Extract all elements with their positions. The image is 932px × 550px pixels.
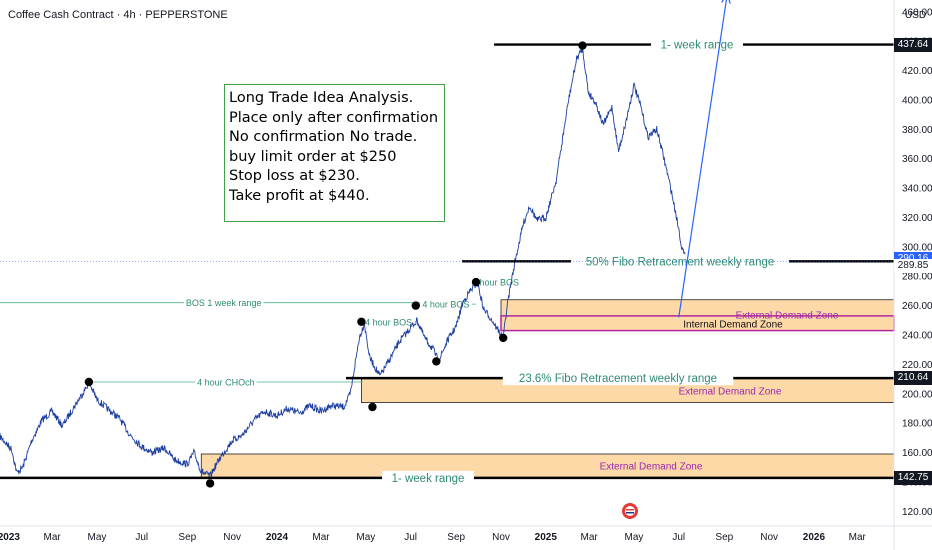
projection <box>678 0 731 318</box>
y-axis[interactable]: 120.00140.00160.00180.00200.00220.00240.… <box>893 0 932 550</box>
y-tick-label: 160.00 <box>902 448 932 459</box>
demand-zones: External Demand Zone Internal Demand Zone… <box>200 299 895 478</box>
external-demand-zone <box>200 453 895 478</box>
y-tick-label: 420.00 <box>902 66 932 77</box>
event-icon[interactable] <box>622 503 638 519</box>
x-tick-label: Jul <box>135 532 148 543</box>
x-tick-label: Sep <box>447 532 465 543</box>
key-level-label: 1- week range <box>661 40 734 52</box>
y-tick-label: 460.00 <box>902 7 932 18</box>
key-level-label-bg <box>571 254 789 269</box>
note-line: Place only after confirmation <box>229 109 439 126</box>
y-tick-label: 320.00 <box>902 213 932 224</box>
swing-points <box>84 41 587 488</box>
event-badge-stripe <box>626 512 634 514</box>
structure-label: 4 hour BOS <box>472 278 519 288</box>
x-tick-label: Nov <box>223 532 241 543</box>
structure-label: 4 hour CHOch <box>197 378 255 388</box>
structure-label-bg <box>362 315 415 328</box>
x-tick-label: May <box>625 532 644 543</box>
y-tick-label: 260.00 <box>902 301 932 312</box>
structure-label: 4 hour BOS <box>422 300 469 310</box>
key-levels: 1- week range 50% Fibo Retracement weekly… <box>0 37 894 485</box>
x-tick-label: Mar <box>581 532 599 543</box>
y-tick-label: 220.00 <box>902 360 932 371</box>
note-line: No confirmation No trade. <box>229 129 418 145</box>
x-tick-label: May <box>88 532 107 543</box>
swing-point[interactable] <box>432 357 441 366</box>
key-level-label-bg <box>502 371 734 386</box>
x-tick-label: 2024 <box>266 532 289 543</box>
note-line: Take profit at $440. <box>229 187 370 204</box>
x-tick-label: Jul <box>404 532 417 543</box>
event-badge-stripe <box>626 509 634 511</box>
structure-label-bg <box>419 298 472 311</box>
price-line <box>0 46 686 478</box>
swing-point[interactable] <box>498 333 508 343</box>
structure-label: BOS 1 week range <box>186 298 262 308</box>
y-tick-label: 340.00 <box>902 184 932 195</box>
note-line: Long Trade Idea Analysis. <box>229 90 414 106</box>
key-level-label: 1- week range <box>392 473 465 485</box>
x-tick-label: Nov <box>760 532 778 543</box>
key-level-label: 50% Fibo Retracement weekly range <box>586 256 775 268</box>
internal-zone-label: Internal Demand Zone <box>683 320 783 331</box>
x-tick-label: 2026 <box>803 532 826 543</box>
structure-label-bg <box>469 276 522 289</box>
price-level-label: 437.64 <box>894 37 932 52</box>
x-tick-label: Mar <box>312 532 330 543</box>
chart-title: Coffee Cash Contract · 4h · PEPPERSTONE <box>8 9 228 21</box>
external-zone-label: External Demand Zone <box>600 462 703 473</box>
price-level-label: 210.64 <box>894 371 932 386</box>
structure-label-bg <box>195 376 257 389</box>
x-tick-label: Jul <box>672 532 685 543</box>
y-tick-label: 280.00 <box>902 272 932 283</box>
structure-label-bg <box>183 296 264 309</box>
note-line: buy limit order at $250 <box>229 148 397 165</box>
trade-idea-note[interactable]: Long Trade Idea Analysis. Place only aft… <box>224 84 445 222</box>
y-tick-label: 180.00 <box>902 419 932 430</box>
structure-label: 4 hour BOS <box>365 317 412 327</box>
y-tick-label: 300.00 <box>902 242 932 253</box>
price-level-label: 142.75 <box>894 470 932 485</box>
swing-point[interactable] <box>205 479 215 488</box>
x-tick-label: 2025 <box>535 532 558 543</box>
event-badge-inner <box>625 506 635 516</box>
y-tick-label: 380.00 <box>902 125 932 136</box>
swing-point[interactable] <box>368 402 377 412</box>
x-tick-label: Sep <box>178 532 196 543</box>
swing-point[interactable] <box>578 41 587 50</box>
price-level-label: 289.85 <box>894 258 932 273</box>
y-tick-label: 360.00 <box>902 154 932 165</box>
note-line: Stop loss at $230. <box>229 168 360 184</box>
x-tick-label: May <box>356 532 375 543</box>
key-level-label-bg <box>382 470 474 485</box>
projection-arrow-line <box>678 0 727 318</box>
x-tick-label: 2023 <box>0 532 20 543</box>
currency-label[interactable]: USD <box>905 10 927 21</box>
projection-arrow-head <box>721 0 731 4</box>
swing-point[interactable] <box>84 377 94 387</box>
x-tick-label: Mar <box>849 532 867 543</box>
y-tick-label: 400.00 <box>902 95 932 106</box>
y-tick-label: 240.00 <box>902 330 932 341</box>
key-level-label: 23.6% Fibo Retracement weekly range <box>519 373 717 385</box>
x-tick-label: Mar <box>44 532 62 543</box>
x-tick-label: Nov <box>492 532 510 543</box>
x-tick-label: Sep <box>715 532 733 543</box>
price-series <box>0 46 686 478</box>
swing-point[interactable] <box>411 301 420 310</box>
structure-lines: BOS 1 week range 4 hour CHOch 4 hour BOS 4 … <box>0 276 522 389</box>
x-axis[interactable]: 2023 Mar May Jul Sep Nov 2024 Mar May Jul Sep Nov 20… <box>0 525 932 543</box>
swing-point[interactable] <box>357 317 366 326</box>
swing-point[interactable] <box>471 277 481 287</box>
y-tick-label: 200.00 <box>902 389 932 400</box>
external-zone-label: External Demand Zone <box>679 387 782 398</box>
y-tick-label: 120.00 <box>902 507 932 518</box>
